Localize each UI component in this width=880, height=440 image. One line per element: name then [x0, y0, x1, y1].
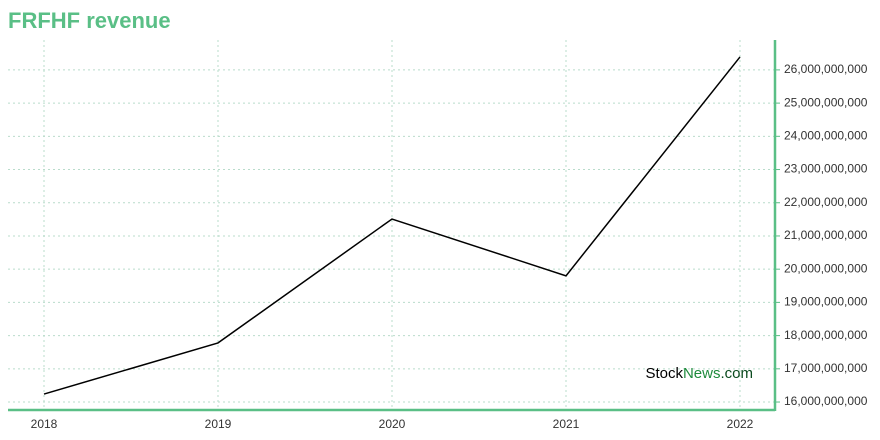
watermark-part: .com: [720, 365, 753, 382]
y-tick-label: 23,000,000,000: [784, 162, 868, 176]
y-tick-label: 20,000,000,000: [784, 261, 868, 275]
x-tick-label: 2018: [31, 417, 58, 431]
y-tick-label: 25,000,000,000: [784, 95, 868, 109]
y-tick-label: 19,000,000,000: [784, 295, 868, 309]
x-tick-label: 2021: [553, 417, 580, 431]
watermark: StockNews.com: [645, 365, 753, 382]
y-tick-label: 24,000,000,000: [784, 128, 868, 142]
y-tick-label: 18,000,000,000: [784, 328, 868, 342]
line: [43, 56, 741, 395]
y-tick-label: 17,000,000,000: [784, 361, 868, 375]
x-tick-label: 2020: [379, 417, 406, 431]
chart-title: FRFHF revenue: [8, 8, 171, 33]
y-tick-label: 26,000,000,000: [784, 62, 868, 76]
y-tick-label: 22,000,000,000: [784, 195, 868, 209]
y-tick-label: 16,000,000,000: [784, 394, 868, 408]
x-tick-label: 2019: [205, 417, 232, 431]
x-tick-label: 2022: [727, 417, 754, 431]
watermark-part: News: [683, 365, 721, 382]
watermark-part: Stock: [645, 365, 683, 382]
y-tick-label: 21,000,000,000: [784, 228, 868, 242]
